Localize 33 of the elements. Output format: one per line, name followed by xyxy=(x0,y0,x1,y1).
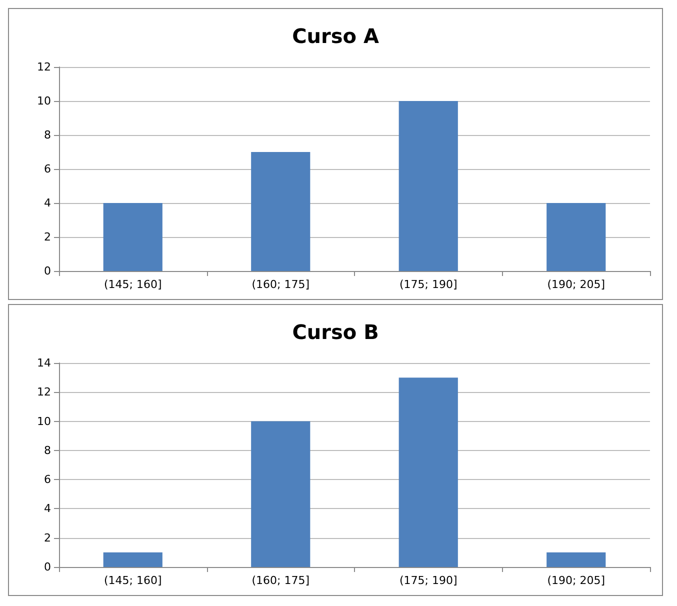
x-tick-label: (175; 190] xyxy=(399,574,458,587)
bar xyxy=(546,203,606,271)
y-tick-label: 10 xyxy=(37,94,51,108)
y-tick-label: 10 xyxy=(37,414,51,428)
y-tick-label: 2 xyxy=(44,531,51,544)
bar xyxy=(103,203,162,271)
bar xyxy=(103,552,162,567)
y-tick-label: 14 xyxy=(37,356,51,370)
y-tick-label: 6 xyxy=(44,473,51,486)
x-tick-label: (145; 160] xyxy=(104,574,162,587)
y-tick-label: 8 xyxy=(44,444,51,457)
y-tick-label: 2 xyxy=(44,230,51,244)
y-tick-label: 6 xyxy=(44,162,51,176)
y-tick-label: 8 xyxy=(44,128,51,142)
bar xyxy=(398,101,458,271)
y-tick-label: 12 xyxy=(37,386,51,399)
x-tick-label: (160; 175] xyxy=(252,574,310,587)
y-tick-label: 4 xyxy=(44,502,51,516)
y-tick-label: 0 xyxy=(44,560,51,574)
bar xyxy=(251,421,310,567)
bar xyxy=(251,152,310,271)
x-tick-label: (190; 205] xyxy=(547,574,606,587)
y-tick-label: 12 xyxy=(37,60,51,74)
x-tick-label: (160; 175] xyxy=(252,278,310,291)
bar xyxy=(398,378,458,567)
x-tick-label: (190; 205] xyxy=(547,278,606,291)
x-tick-label: (175; 190] xyxy=(399,278,458,291)
x-tick-label: (145; 160] xyxy=(104,278,162,291)
y-tick-label: 0 xyxy=(44,264,51,278)
y-tick-label: 4 xyxy=(44,196,51,210)
bar xyxy=(546,552,606,567)
chart-title: Curso B xyxy=(292,320,379,344)
chart-title: Curso A xyxy=(292,24,380,48)
